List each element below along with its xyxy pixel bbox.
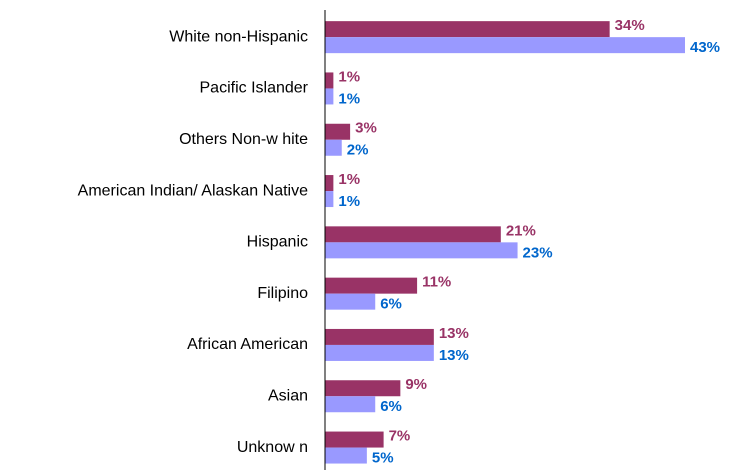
value-label: 3% (355, 120, 377, 137)
value-label: 1% (338, 90, 360, 107)
bar (325, 175, 334, 192)
category-label: Unknow n (237, 439, 308, 456)
value-label: 6% (380, 296, 402, 313)
value-label: 1% (338, 171, 360, 188)
bar (325, 21, 610, 38)
value-label: 11% (422, 274, 451, 291)
value-label: 2% (347, 142, 369, 159)
bar (325, 191, 334, 208)
bar (325, 37, 685, 54)
bar (325, 72, 334, 89)
bar (325, 344, 434, 361)
bar (325, 242, 518, 259)
value-label: 23% (523, 244, 553, 261)
bar (325, 277, 418, 294)
bar (325, 396, 376, 413)
value-label: 6% (380, 398, 402, 415)
category-label: American Indian/ Alaskan Native (78, 182, 308, 199)
value-label: 34% (615, 17, 645, 34)
bar (325, 88, 334, 105)
category-label: Pacific Islander (200, 80, 309, 97)
value-label: 9% (405, 376, 427, 393)
category-label: Others Non-w hite (179, 131, 308, 148)
bar (325, 380, 401, 397)
value-label: 5% (372, 450, 394, 467)
bar (325, 226, 501, 243)
bar (325, 123, 351, 140)
bar (325, 431, 384, 448)
bar (325, 328, 434, 345)
value-label: 13% (439, 325, 469, 342)
bar (325, 139, 342, 156)
category-label: African American (187, 336, 308, 353)
bar (325, 447, 367, 464)
value-label: 13% (439, 347, 469, 364)
value-label: 1% (338, 193, 360, 210)
category-label: Hispanic (247, 234, 308, 251)
value-label: 1% (338, 68, 360, 85)
value-label: 7% (389, 428, 411, 445)
category-label: White non-Hispanic (169, 28, 308, 45)
category-label: Asian (268, 387, 308, 404)
value-label: 43% (690, 39, 720, 56)
value-label: 21% (506, 222, 536, 239)
bar (325, 293, 376, 310)
category-label: Filipino (257, 285, 308, 302)
